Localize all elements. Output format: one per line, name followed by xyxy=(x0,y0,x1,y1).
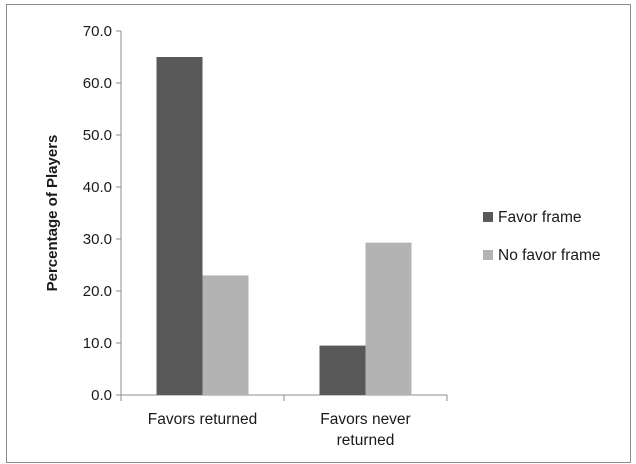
chart-frame xyxy=(6,4,631,463)
y-tick-label: 10.0 xyxy=(83,335,112,352)
y-tick-label: 0.0 xyxy=(91,387,112,404)
y-axis-label: Percentage of Players xyxy=(44,135,61,292)
y-tick-label: 30.0 xyxy=(83,231,112,248)
y-tick-label: 40.0 xyxy=(83,179,112,196)
bar-favor-frame xyxy=(319,345,366,395)
legend-label: Favor frame xyxy=(498,209,582,226)
x-category-label: Favors returned xyxy=(148,411,257,428)
bar-no-favor-frame xyxy=(202,275,249,395)
y-tick-label: 70.0 xyxy=(83,23,112,40)
x-category-label: returned xyxy=(337,432,395,449)
y-tick-label: 20.0 xyxy=(83,283,112,300)
y-tick-label: 50.0 xyxy=(83,127,112,144)
x-category-label: Favors never xyxy=(320,411,410,428)
legend-label: No favor frame xyxy=(498,247,601,264)
legend-swatch xyxy=(483,250,493,260)
legend-swatch xyxy=(483,212,493,222)
bar-favor-frame xyxy=(156,57,203,395)
y-tick-label: 60.0 xyxy=(83,75,112,92)
bar-no-favor-frame xyxy=(365,242,412,395)
